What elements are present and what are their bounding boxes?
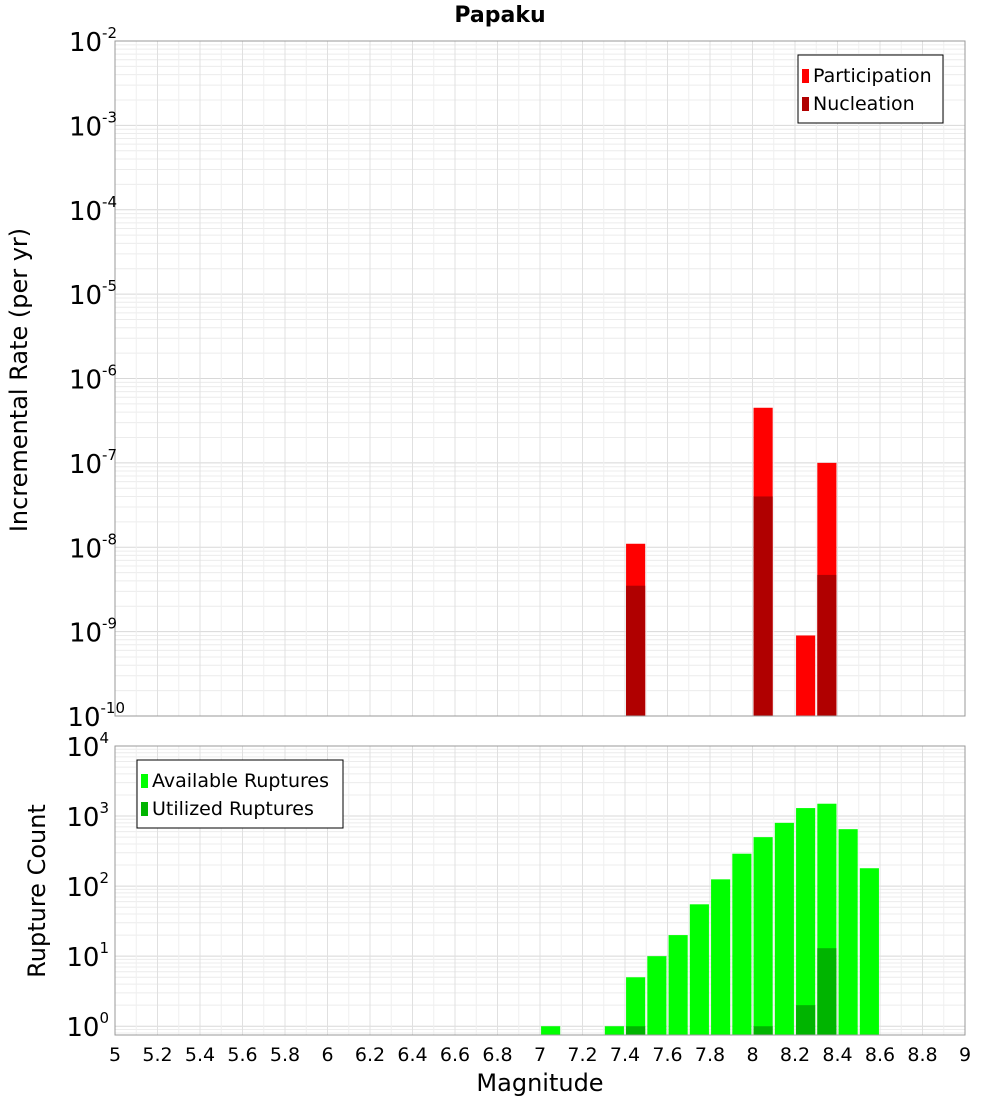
bar <box>796 1005 816 1035</box>
bar <box>626 1026 646 1035</box>
bar <box>711 879 731 1035</box>
x-tick-label: 5.8 <box>270 1044 300 1066</box>
bottom-legend: Available Ruptures Utilized Ruptures <box>136 759 344 829</box>
bar <box>838 829 858 1035</box>
x-tick-label: 7.2 <box>567 1044 597 1066</box>
x-tick-label: 6.4 <box>397 1044 427 1066</box>
x-tick-label: 5.2 <box>142 1044 172 1066</box>
legend-swatch <box>141 774 148 788</box>
top-legend: Participation Nucleation <box>797 54 944 124</box>
bar <box>753 496 773 716</box>
x-axis-label: Magnitude <box>476 1069 603 1097</box>
x-tick-label: 6.2 <box>355 1044 385 1066</box>
x-tick-label: 8 <box>746 1044 758 1066</box>
bottom-plot-frame <box>114 745 966 1036</box>
x-tick-label: 8.8 <box>907 1044 937 1066</box>
x-tick-label: 7.6 <box>652 1044 682 1066</box>
bottom-panel: 100 101 102 103 104 5 5.2 5.4 5.6 5.8 6 6.2 6.4 6.6 6.… <box>66 729 971 1066</box>
y-tick-label: 104 <box>66 729 109 763</box>
bar <box>753 837 773 1035</box>
bar <box>689 904 709 1035</box>
x-tick-label: 7.8 <box>695 1044 725 1066</box>
x-tick-label: 5 <box>109 1044 121 1066</box>
top-series-nucleation <box>626 496 837 716</box>
top-y-axis-label: Incremental Rate (per yr) <box>5 228 33 532</box>
x-tick-label: 9 <box>959 1044 971 1066</box>
legend-entry: Nucleation <box>813 93 915 115</box>
bar <box>626 977 646 1035</box>
bar <box>817 948 837 1035</box>
legend-entry: Participation <box>813 65 932 87</box>
bar <box>774 822 794 1035</box>
y-tick-label: 10-3 <box>69 108 117 142</box>
legend-swatch <box>802 69 809 83</box>
legend-entry: Utilized Ruptures <box>152 798 314 820</box>
bar <box>668 935 688 1035</box>
bottom-y-axis-label: Rupture Count <box>23 804 51 978</box>
chart-title: Papaku <box>454 3 545 28</box>
y-tick-label: 10-5 <box>69 277 117 311</box>
y-tick-label: 10-8 <box>69 530 117 564</box>
bar <box>732 853 752 1035</box>
legend-box <box>136 759 344 829</box>
y-tick-label: 103 <box>66 799 109 833</box>
top-plot-frame <box>114 40 966 717</box>
x-tick-label: 6 <box>321 1044 333 1066</box>
x-tick-label: 6.8 <box>482 1044 512 1066</box>
y-tick-label: 102 <box>66 869 109 903</box>
bar <box>626 585 646 716</box>
legend-box <box>797 54 944 124</box>
top-grid <box>114 41 966 717</box>
y-tick-label: 10-9 <box>69 615 117 649</box>
x-tick-label: 5.4 <box>185 1044 215 1066</box>
y-tick-label: 10-6 <box>69 362 117 396</box>
top-panel: 10-10 10-9 10-8 10-7 10-6 10-5 10-4 10-3 10-2 Par… <box>67 24 966 733</box>
x-tick-label: 7 <box>534 1044 546 1066</box>
bar <box>796 808 816 1035</box>
x-tick-label: 8.4 <box>822 1044 852 1066</box>
bar <box>647 956 667 1035</box>
y-tick-label: 10-4 <box>69 193 117 227</box>
bar <box>753 1026 773 1035</box>
x-tick-label: 5.6 <box>227 1044 257 1066</box>
legend-entry: Available Ruptures <box>152 770 329 792</box>
x-tick-label: 8.6 <box>865 1044 895 1066</box>
x-tick-label: 6.6 <box>440 1044 470 1066</box>
legend-swatch <box>802 97 809 111</box>
y-tick-label: 101 <box>66 939 109 973</box>
bar <box>541 1026 561 1035</box>
bar <box>604 1026 624 1035</box>
x-tick-label: 7.4 <box>610 1044 640 1066</box>
bar <box>859 868 879 1035</box>
y-tick-label: 10-2 <box>69 24 117 58</box>
y-tick-label: 100 <box>66 1009 109 1043</box>
bar <box>796 635 816 716</box>
bottom-series-utilized-ruptures <box>626 948 837 1035</box>
y-tick-label: 10-7 <box>69 446 117 480</box>
legend-swatch <box>141 802 148 816</box>
bar <box>817 574 837 716</box>
y-tick-label: 10-10 <box>67 699 125 733</box>
x-tick-label: 8.2 <box>780 1044 810 1066</box>
